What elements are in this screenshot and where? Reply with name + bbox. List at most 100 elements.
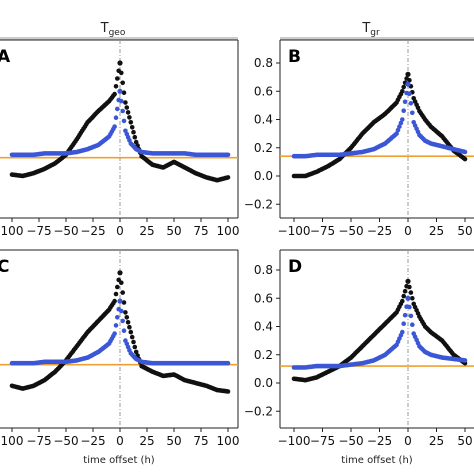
x-tick-label: 50 — [457, 434, 472, 448]
data-point — [407, 91, 412, 96]
data-point — [133, 139, 139, 145]
data-point — [123, 310, 128, 315]
x-tick-label: −25 — [80, 224, 105, 238]
title-strip — [0, 37, 238, 40]
data-point — [120, 290, 125, 295]
data-point — [113, 115, 119, 120]
y-tick-label: 0.6 — [254, 291, 273, 305]
x-tick-label: 50 — [166, 224, 181, 238]
series-2 — [291, 81, 468, 159]
data-point — [125, 110, 131, 115]
data-point — [121, 90, 127, 95]
data-point — [400, 298, 405, 304]
data-point — [400, 329, 405, 335]
data-point — [462, 149, 468, 155]
data-point — [225, 389, 231, 394]
series-1 — [291, 71, 468, 179]
data-point — [128, 120, 134, 125]
data-point — [119, 308, 124, 314]
data-point — [132, 134, 138, 140]
data-point — [113, 291, 119, 297]
data-point — [407, 78, 412, 83]
data-point — [401, 321, 407, 327]
x-tick-label: −50 — [338, 224, 363, 238]
y-tick-label: 0.4 — [254, 320, 273, 334]
y-tick-label: −0.2 — [244, 404, 273, 418]
data-point — [115, 106, 120, 112]
data-point — [401, 84, 407, 90]
data-point — [124, 105, 130, 110]
data-point — [124, 315, 130, 320]
peak-point — [405, 295, 411, 301]
data-point — [408, 313, 414, 319]
panel-letter: C — [0, 257, 9, 277]
data-point — [119, 280, 124, 286]
data-point — [131, 339, 136, 345]
data-point — [127, 115, 132, 120]
peak-point — [117, 60, 123, 66]
x-tick-label: 50 — [457, 224, 472, 238]
x-tick-label: −25 — [80, 434, 105, 448]
x-tick-label: 100 — [217, 434, 240, 448]
series-1 — [291, 278, 468, 383]
data-point — [120, 318, 125, 324]
y-tick-label: 0.4 — [254, 113, 273, 127]
x-tick-label: 50 — [166, 434, 181, 448]
x-tick-label: −50 — [53, 434, 78, 448]
y-tick-label: −0.2 — [244, 197, 273, 211]
x-tick-label: −50 — [53, 224, 78, 238]
x-tick-label: −25 — [367, 434, 392, 448]
data-point — [400, 117, 405, 122]
panel-title: Tgeo — [100, 21, 126, 38]
peak-point — [117, 270, 123, 276]
data-point — [115, 315, 120, 320]
x-tick-label: 75 — [193, 224, 208, 238]
x-axis-label: time offset (h) — [341, 455, 412, 466]
series-2 — [291, 295, 468, 370]
data-point — [400, 89, 405, 94]
data-point — [401, 108, 407, 113]
x-tick-label: −50 — [338, 434, 363, 448]
data-point — [225, 360, 231, 366]
peak-point — [405, 278, 411, 284]
y-tick-label: 0.0 — [254, 376, 273, 390]
data-point — [407, 304, 412, 310]
panel-b: −100 −75 −50 −25 0 25 50 −0.2 0.0 0.2 0.4 0.6 0.8 B Tg… — [244, 21, 474, 238]
peak-point — [117, 88, 123, 94]
panel-letter: D — [288, 257, 302, 277]
y-tick-label: 0.8 — [254, 56, 273, 70]
peak-point — [117, 298, 123, 304]
panel-title-subscript: geo — [109, 28, 126, 38]
data-point — [397, 124, 402, 129]
x-tick-label: 75 — [193, 434, 208, 448]
series-2 — [9, 298, 231, 366]
data-point — [112, 91, 117, 97]
data-point — [125, 320, 131, 325]
data-point — [225, 175, 231, 180]
data-point — [112, 331, 117, 336]
panel-title-subscript: gr — [370, 28, 380, 38]
data-point — [112, 298, 117, 304]
data-point — [410, 322, 415, 328]
x-tick-label: 25 — [429, 434, 444, 448]
data-point — [394, 131, 399, 136]
data-point — [121, 328, 127, 334]
x-tick-label: 100 — [217, 224, 240, 238]
peak-point — [405, 71, 411, 77]
panel-title-main: T — [361, 21, 370, 36]
panel-letter: A — [0, 47, 11, 67]
data-point — [407, 284, 412, 290]
data-point — [410, 296, 415, 301]
panel-letter: B — [288, 47, 301, 67]
x-tick-label: 0 — [404, 224, 412, 238]
panel-title: Tgr — [361, 21, 380, 38]
peak-point — [405, 81, 411, 87]
x-tick-label: −75 — [26, 224, 51, 238]
data-point — [128, 329, 134, 335]
x-tick-label: 0 — [404, 434, 412, 448]
x-tick-label: 25 — [429, 224, 444, 238]
data-point — [119, 98, 124, 104]
x-tick-label: −75 — [310, 434, 335, 448]
